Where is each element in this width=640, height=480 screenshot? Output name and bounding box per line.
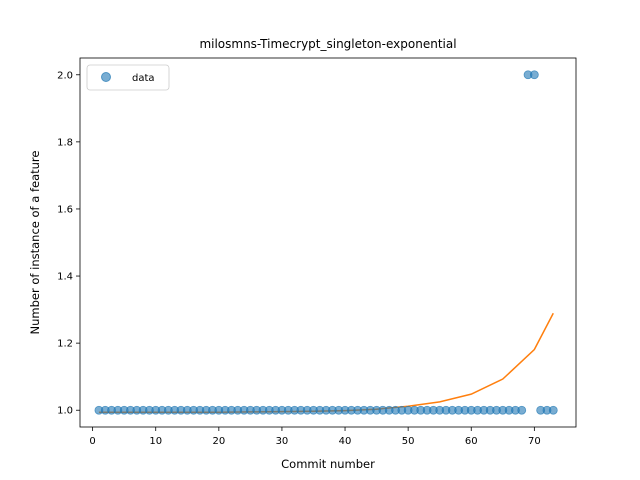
plot-background [80, 58, 576, 427]
x-tick-label: 40 [339, 436, 352, 447]
y-tick-label: 1.6 [57, 204, 73, 215]
y-tick-label: 1.8 [57, 137, 73, 148]
x-tick-label: 50 [402, 436, 415, 447]
data-point [529, 70, 539, 80]
legend-marker-data [101, 72, 111, 82]
y-axis-label: Number of instance of a feature [28, 151, 42, 335]
x-tick-label: 20 [212, 436, 225, 447]
legend: data [86, 64, 170, 91]
data-points-layer [94, 70, 558, 415]
x-axis-label: Commit number [281, 457, 375, 471]
x-tick-label: 0 [89, 436, 95, 447]
x-axis: 0 10 20 30 40 50 60 70 [89, 427, 541, 447]
legend-label-data: data [132, 73, 155, 84]
y-tick-label: 2.0 [57, 70, 73, 81]
data-point [517, 405, 527, 415]
y-tick-label: 1.0 [57, 406, 73, 417]
plot-area [79, 57, 577, 428]
chart-title: milosmns-Timecrypt_singleton-exponential [199, 37, 456, 51]
y-axis: 1.0 1.2 1.4 1.6 1.8 2.0 [57, 70, 80, 417]
x-tick-label: 70 [528, 436, 541, 447]
axes-frame [79, 57, 577, 428]
legend-box [86, 64, 170, 91]
x-tick-label: 60 [465, 436, 478, 447]
y-tick-label: 1.2 [57, 339, 73, 350]
y-tick-label: 1.4 [57, 272, 73, 283]
x-tick-label: 30 [276, 436, 289, 447]
x-tick-label: 10 [149, 436, 162, 447]
data-point [548, 405, 558, 415]
